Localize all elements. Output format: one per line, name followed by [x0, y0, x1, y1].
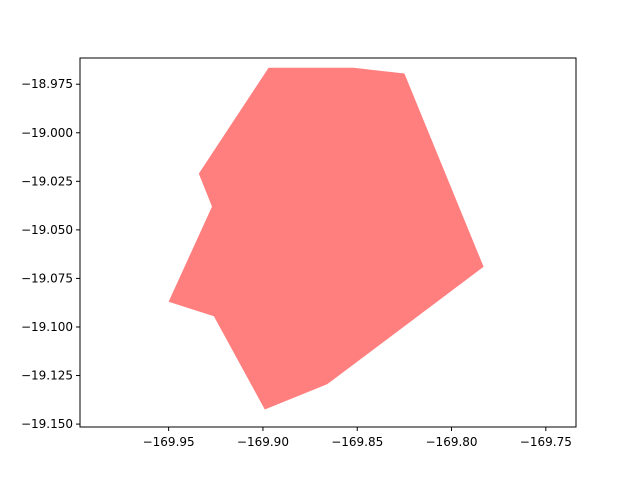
y-axis: −18.975 −19.000 −19.025 −19.050 −19.075 −19.1…: [21, 77, 80, 431]
y-tick-label: −19.000: [21, 126, 73, 140]
y-tick-label: −19.075: [21, 271, 73, 285]
x-tick-label: −169.90: [237, 435, 289, 449]
y-tick-label: −19.050: [21, 223, 73, 237]
plot-area: [168, 67, 484, 410]
y-tick-label: −19.125: [21, 369, 73, 383]
x-tick-label: −169.80: [426, 435, 478, 449]
y-tick-label: −19.100: [21, 320, 73, 334]
x-tick-label: −169.85: [331, 435, 383, 449]
x-tick-label: −169.75: [520, 435, 572, 449]
x-tick-label: −169.95: [143, 435, 195, 449]
axes-frame: [79, 57, 577, 428]
y-tick-label: −19.025: [21, 174, 73, 188]
y-tick-label: −19.150: [21, 417, 73, 431]
x-axis: −169.95 −169.90 −169.85 −169.80 −169.75: [143, 427, 572, 449]
polygon-shape-0: [168, 67, 484, 410]
y-tick-label: −18.975: [21, 77, 73, 91]
